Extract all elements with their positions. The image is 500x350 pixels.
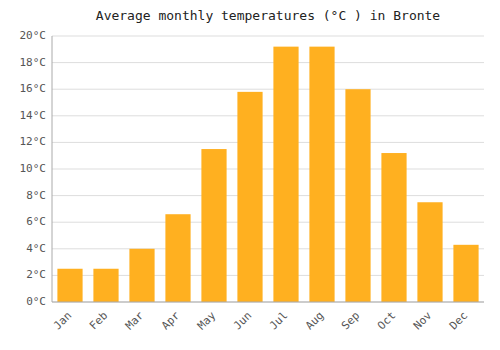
x-tick-label: Oct [375, 309, 398, 332]
x-tick-label: Jun [231, 309, 254, 332]
bar [57, 269, 82, 302]
x-tick-label: Jul [267, 309, 290, 332]
bar [237, 92, 262, 302]
y-tick-label: 10°C [20, 162, 47, 175]
y-tick-label: 14°C [20, 109, 47, 122]
x-tick-label: Dec [447, 309, 470, 332]
grid-line [52, 169, 484, 170]
y-tick-label: 8°C [26, 189, 46, 202]
grid-line [52, 142, 484, 143]
chart: Average monthly temperatures (°C ) in Br… [0, 0, 500, 350]
bars [57, 47, 478, 302]
grid-line [52, 302, 484, 303]
y-tick-label: 2°C [26, 268, 46, 281]
bar [129, 249, 154, 302]
bar [273, 47, 298, 302]
x-tick-label: Apr [159, 309, 183, 333]
y-tick-label: 6°C [26, 215, 46, 228]
x-tick-label: Nov [411, 309, 435, 333]
grid-line [52, 195, 484, 196]
chart-container: Average monthly temperatures (°C ) in Br… [0, 0, 500, 350]
x-tick-label: Feb [87, 309, 110, 332]
x-axis-line [52, 302, 484, 303]
bar [345, 89, 370, 302]
grid-line [52, 89, 484, 90]
grid-line [52, 62, 484, 63]
bar [201, 149, 226, 302]
bar [309, 47, 334, 302]
x-tick-label: May [195, 309, 219, 333]
grid-line [52, 115, 484, 116]
x-axis-ticks: Jan Feb Mar Apr May Jun Jul Aug Sep Oct Nov Dec [51, 309, 470, 333]
y-axis-ticks: 0°C 2°C 4°C 6°C 8°C 10°C 12°C 14°C 16°C 18°C 20°C [20, 29, 47, 308]
y-tick-label: 4°C [26, 242, 46, 255]
x-tick-label: Mar [123, 309, 147, 333]
bar [417, 202, 442, 302]
y-tick-label: 18°C [20, 56, 47, 69]
x-tick-label: Jan [51, 309, 74, 332]
y-axis-line [52, 36, 53, 302]
grid-line [52, 36, 484, 37]
y-tick-label: 16°C [20, 82, 47, 95]
y-tick-label: 20°C [20, 29, 47, 42]
x-tick-label: Aug [303, 309, 326, 332]
bar [381, 153, 406, 302]
grid [52, 36, 484, 302]
bar [165, 214, 190, 302]
y-tick-label: 12°C [20, 135, 47, 148]
y-tick-label: 0°C [26, 295, 46, 308]
x-tick-label: Sep [339, 309, 362, 332]
bar [453, 245, 478, 302]
title: Average monthly temperatures (°C ) in Br… [96, 8, 441, 23]
bar [93, 269, 118, 302]
